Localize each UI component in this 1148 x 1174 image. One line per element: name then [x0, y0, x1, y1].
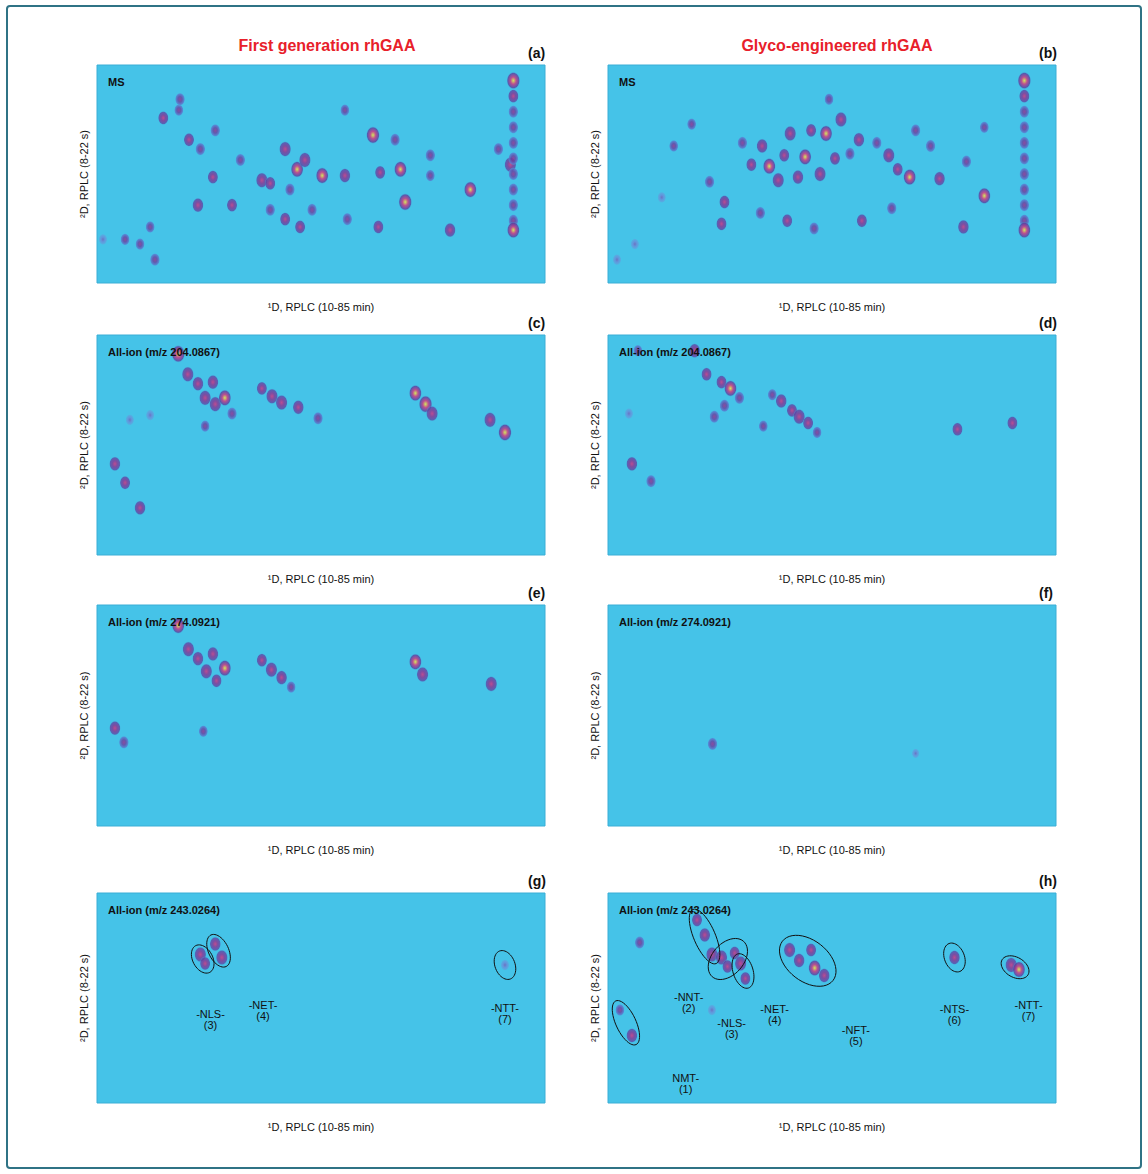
svg-text:(5): (5)	[849, 1035, 862, 1047]
svg-text:(g): (g)	[528, 873, 546, 889]
svg-text:(3): (3)	[204, 1019, 217, 1031]
svg-text:-NLS-: -NLS-	[196, 1007, 225, 1020]
svg-text:(1): (1)	[679, 1083, 692, 1095]
svg-text:²D, RPLC (8-22 s): ²D, RPLC (8-22 s)	[589, 401, 601, 489]
svg-text:-NTT-: -NTT-	[1014, 998, 1043, 1011]
svg-text:¹D, RPLC (10-85 min): ¹D, RPLC (10-85 min)	[268, 844, 374, 856]
svg-text:-NET-: -NET-	[248, 998, 278, 1011]
svg-text:-NNT-: -NNT-	[674, 991, 704, 1003]
svg-text:All-ion (m/z 204.0867): All-ion (m/z 204.0867)	[108, 346, 220, 358]
svg-text:¹D, RPLC (10-85 min): ¹D, RPLC (10-85 min)	[268, 1121, 374, 1133]
svg-text:²D, RPLC (8-22 s): ²D, RPLC (8-22 s)	[589, 671, 601, 759]
svg-text:(h): (h)	[1039, 873, 1057, 889]
svg-text:MS: MS	[108, 76, 125, 88]
svg-text:All-ion (m/z 274.0921): All-ion (m/z 274.0921)	[108, 616, 220, 628]
svg-text:²D, RPLC (8-22 s): ²D, RPLC (8-22 s)	[78, 954, 90, 1042]
svg-text:¹D, RPLC (10-85 min): ¹D, RPLC (10-85 min)	[779, 1121, 885, 1133]
svg-text:-NET-: -NET-	[760, 1003, 789, 1015]
svg-text:-NLS-: -NLS-	[717, 1016, 746, 1029]
svg-text:(b): (b)	[1039, 45, 1057, 61]
svg-text:¹D, RPLC (10-85 min): ¹D, RPLC (10-85 min)	[268, 301, 374, 313]
svg-text:²D, RPLC (8-22 s): ²D, RPLC (8-22 s)	[78, 401, 90, 489]
svg-text:(3): (3)	[725, 1028, 738, 1040]
svg-text:(2): (2)	[682, 1002, 695, 1014]
svg-text:(f): (f)	[1039, 585, 1053, 601]
svg-text:All-ion (m/z 204.0867): All-ion (m/z 204.0867)	[619, 346, 731, 358]
svg-text:(4): (4)	[768, 1014, 781, 1026]
svg-text:¹D, RPLC (10-85 min): ¹D, RPLC (10-85 min)	[779, 844, 885, 856]
svg-text:(e): (e)	[528, 585, 545, 601]
svg-text:²D, RPLC (8-22 s): ²D, RPLC (8-22 s)	[78, 130, 90, 218]
svg-text:All-ion (m/z 243.0264): All-ion (m/z 243.0264)	[619, 904, 731, 916]
svg-text:First generation rhGAA: First generation rhGAA	[239, 37, 416, 54]
svg-text:(a): (a)	[528, 45, 545, 61]
svg-text:¹D, RPLC (10-85 min): ¹D, RPLC (10-85 min)	[268, 573, 374, 585]
svg-text:-NFT-: -NFT-	[841, 1024, 870, 1036]
svg-text:All-ion (m/z 243.0264): All-ion (m/z 243.0264)	[108, 904, 220, 916]
svg-text:¹D, RPLC (10-85 min): ¹D, RPLC (10-85 min)	[779, 573, 885, 585]
svg-text:(d): (d)	[1039, 315, 1057, 331]
svg-text:(4): (4)	[256, 1010, 269, 1022]
svg-text:MS: MS	[619, 76, 636, 88]
svg-text:(6): (6)	[948, 1014, 961, 1026]
svg-text:¹D, RPLC (10-85 min): ¹D, RPLC (10-85 min)	[779, 301, 885, 313]
svg-text:NMT-: NMT-	[672, 1072, 700, 1084]
svg-text:²D, RPLC (8-22 s): ²D, RPLC (8-22 s)	[78, 671, 90, 759]
svg-text:Glyco-engineered rhGAA: Glyco-engineered rhGAA	[741, 37, 933, 54]
svg-text:(c): (c)	[528, 315, 545, 331]
svg-text:-NTS-: -NTS-	[939, 1003, 970, 1015]
svg-text:All-ion (m/z 274.0921): All-ion (m/z 274.0921)	[619, 616, 731, 628]
svg-text:-NTT-: -NTT-	[490, 1001, 519, 1014]
svg-text:(7): (7)	[1022, 1010, 1035, 1022]
svg-text:(7): (7)	[498, 1013, 511, 1025]
svg-text:²D, RPLC (8-22 s): ²D, RPLC (8-22 s)	[589, 954, 601, 1042]
svg-text:²D, RPLC (8-22 s): ²D, RPLC (8-22 s)	[589, 130, 601, 218]
